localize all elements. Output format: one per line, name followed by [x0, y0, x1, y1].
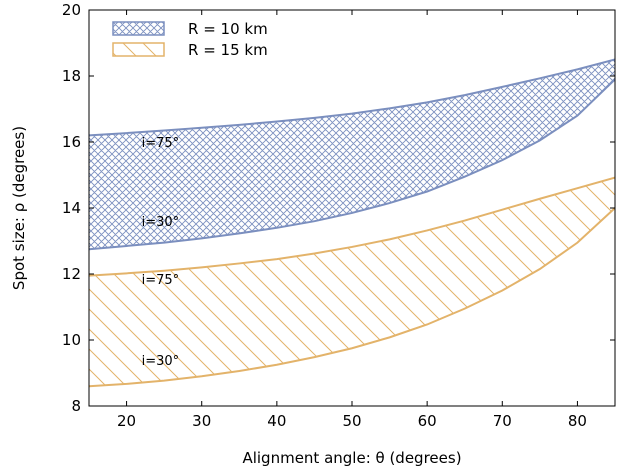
y-axis-title: Spot size: ρ (degrees) [10, 126, 28, 290]
x-tick-label: 60 [418, 412, 437, 430]
x-tick-label: 30 [192, 412, 211, 430]
x-axis-title: Alignment angle: θ (degrees) [242, 449, 461, 467]
legend: R = 10 km R = 15 km [112, 20, 268, 59]
x-tick-label: 20 [117, 412, 136, 430]
legend-swatch-r15 [112, 42, 165, 57]
band-upper-line-r15 [89, 176, 615, 277]
legend-label-r15: R = 15 km [188, 41, 268, 59]
legend-label-r10: R = 10 km [188, 20, 268, 38]
legend-swatch-r10 [112, 21, 165, 36]
y-tick-label: 10 [62, 331, 81, 349]
y-tick-label: 8 [71, 397, 81, 415]
annotation-label: i=30° [142, 215, 180, 230]
annotation-label: i=30° [142, 354, 180, 369]
band-lower-line-r10 [89, 78, 615, 251]
y-tick-label: 12 [62, 265, 81, 283]
band-upper-line-r10 [89, 58, 615, 137]
x-tick-label: 80 [568, 412, 587, 430]
y-tick-label: 14 [62, 199, 81, 217]
band-fill-r15 [89, 177, 615, 387]
x-tick-label: 70 [493, 412, 512, 430]
y-tick-label: 16 [62, 133, 81, 151]
annotation-label: i=75° [142, 273, 180, 288]
x-tick-label: 50 [342, 412, 361, 430]
band-lower-line-r15 [89, 207, 615, 388]
y-tick-label: 18 [62, 67, 81, 85]
annotation-label: i=75° [142, 136, 180, 151]
x-tick-label: 40 [267, 412, 286, 430]
band-fill-r10 [89, 59, 615, 250]
y-tick-label: 20 [62, 1, 81, 19]
